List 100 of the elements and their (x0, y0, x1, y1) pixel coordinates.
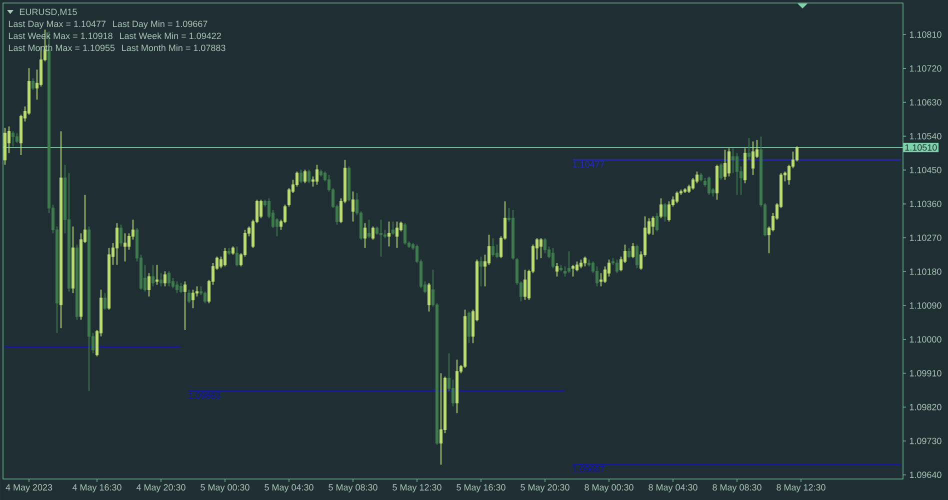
candlestick (176, 280, 179, 294)
annotation: Last Month Min = 1.07883 (122, 44, 226, 52)
candlestick (164, 270, 167, 287)
candlestick (668, 200, 671, 222)
candlestick (288, 188, 291, 208)
y-tick-label: 1.10090 (910, 302, 942, 309)
candlestick (148, 272, 151, 297)
candlestick (128, 232, 131, 250)
x-tick-label: 8 May 08:30 (712, 484, 762, 492)
candlestick (284, 204, 287, 224)
ref-line-label: 1.10510 (905, 144, 937, 151)
candlestick (524, 269, 527, 300)
candlestick (184, 280, 187, 330)
candlestick (748, 138, 751, 160)
candlestick (260, 199, 263, 219)
candlestick (492, 238, 495, 258)
candlestick (116, 222, 119, 266)
x-tick-label: 5 May 16:30 (456, 484, 506, 492)
candlestick (156, 264, 159, 286)
candlestick (396, 221, 399, 248)
y-tick-label: 1.09910 (910, 370, 942, 376)
candlestick (628, 247, 631, 259)
x-tick-label: 8 May 12:30 (776, 484, 826, 492)
y-tick-label: 1.10180 (910, 268, 942, 275)
x-tick-label: 5 May 12:30 (392, 484, 442, 492)
candlestick (544, 238, 547, 254)
candlestick (180, 282, 183, 294)
y-tick-label: 1.10000 (910, 336, 942, 343)
candlestick (732, 148, 735, 174)
candlestick (480, 256, 483, 287)
x-tick-label: 8 May 00:30 (584, 484, 634, 492)
candlestick (660, 198, 663, 219)
candlestick (316, 164, 319, 186)
candlestick (12, 130, 15, 147)
candlestick (168, 270, 171, 287)
candlestick (388, 221, 391, 247)
candlestick (632, 242, 635, 259)
candlestick (236, 246, 239, 267)
annotation: Last Day Min = 1.09667 (113, 20, 208, 29)
candlestick (304, 169, 307, 184)
candlestick (720, 162, 723, 180)
candlestick (452, 379, 455, 407)
x-tick-label: 4 May 2023 (6, 484, 52, 492)
candlestick (204, 291, 207, 304)
candlestick (584, 256, 587, 267)
annotation: Last Week Min = 1.09422 (120, 32, 221, 40)
candlestick (392, 221, 395, 236)
x-tick-label: 4 May 16:30 (72, 484, 122, 492)
candlestick (556, 262, 559, 278)
candlestick (372, 226, 375, 240)
data-label: 1.10477 (572, 161, 604, 168)
y-tick-label: 1.10360 (910, 200, 942, 208)
x-tick-label: 5 May 04:30 (264, 484, 314, 492)
candlestick (604, 266, 607, 284)
candlestick (152, 264, 155, 287)
candlestick (692, 177, 695, 190)
candlestick (728, 148, 731, 177)
candlestick (308, 169, 311, 184)
candlestick (104, 292, 107, 310)
candlestick (428, 282, 431, 312)
candlestick (600, 272, 603, 287)
annotation: Last Day Max = 1.10477 (8, 20, 106, 29)
candlestick (188, 289, 191, 304)
candlestick (16, 132, 19, 144)
candlestick (120, 224, 123, 247)
candlestick (736, 152, 739, 196)
candlestick (160, 272, 163, 287)
candlestick (32, 78, 35, 90)
candlestick (380, 219, 383, 258)
candlestick (300, 169, 303, 184)
candlestick (616, 259, 619, 274)
candlestick (404, 222, 407, 246)
y-tick-label: 1.10540 (910, 133, 942, 140)
candlestick (752, 140, 755, 176)
data-label: 1.09667 (572, 466, 604, 472)
candlestick (488, 234, 491, 266)
x-tick-label: 8 May 04:30 (648, 484, 698, 492)
candlestick (540, 238, 543, 259)
candlestick (564, 266, 567, 278)
candlestick (636, 244, 639, 269)
y-tick-label: 1.10810 (910, 31, 942, 38)
candlestick (724, 149, 727, 180)
x-tick-label: 5 May 08:30 (328, 484, 378, 492)
candlestick (552, 247, 555, 269)
candlestick (196, 286, 199, 297)
y-tick-label: 1.10450 (910, 166, 942, 174)
candlestick (368, 219, 371, 239)
candlestick (568, 250, 571, 274)
candlestick (664, 202, 667, 222)
y-tick-label: 1.10270 (910, 234, 942, 241)
candlestick (576, 260, 579, 272)
candlestick (192, 289, 195, 309)
x-tick-label: 5 May 20:30 (520, 484, 570, 492)
candlestick (572, 264, 575, 278)
y-tick-label: 1.09640 (910, 472, 942, 478)
candlestick (496, 244, 499, 259)
text: EURUSD,M15 (20, 8, 77, 16)
x-tick-label: 4 May 20:30 (136, 484, 186, 492)
candlestick (468, 311, 471, 344)
candlestick (652, 216, 655, 236)
